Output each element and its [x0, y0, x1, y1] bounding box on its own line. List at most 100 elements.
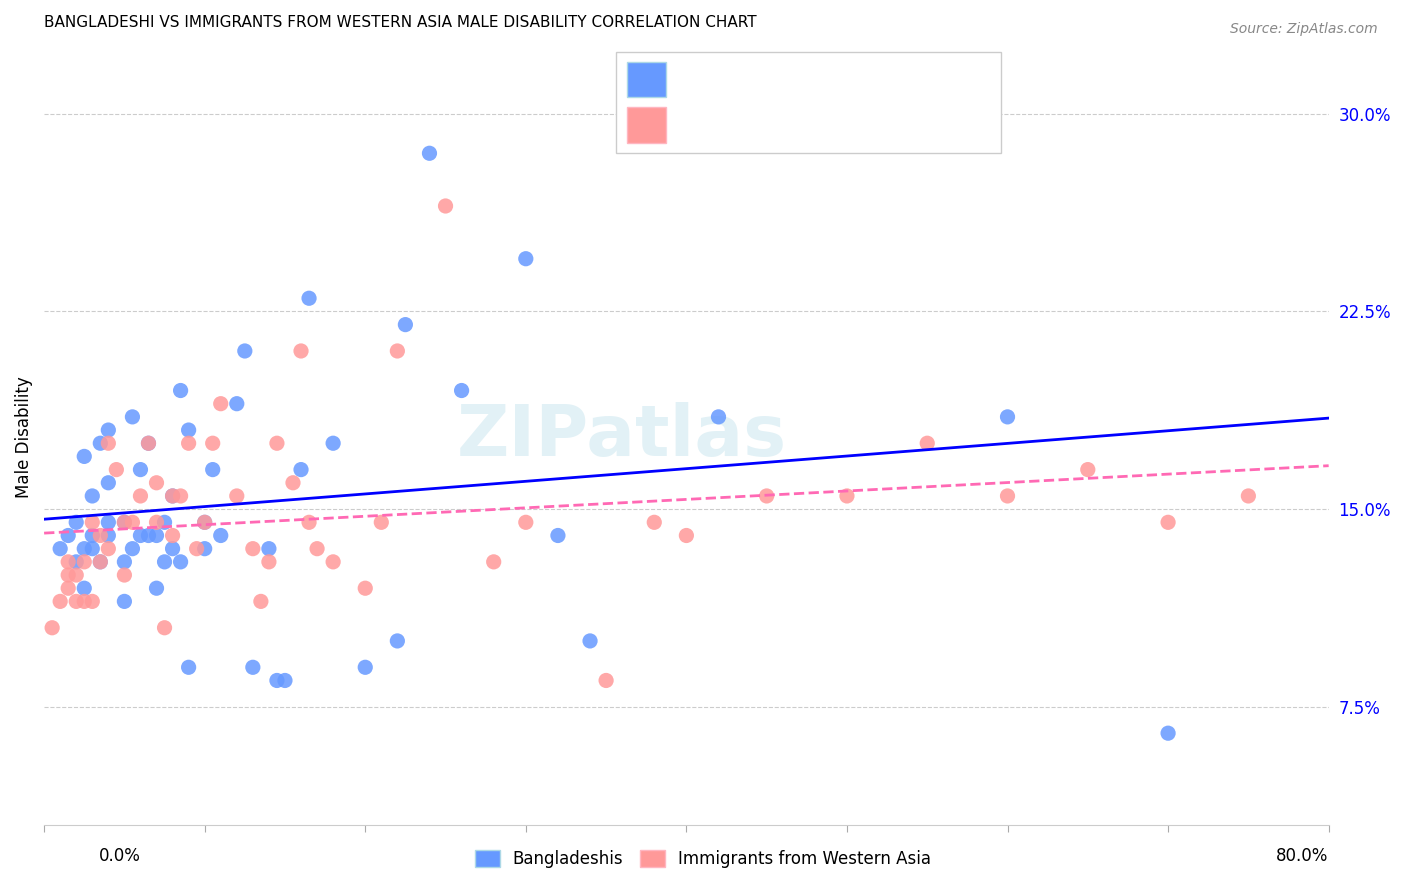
Point	[89, 528, 111, 542]
Point	[298, 516, 321, 530]
Point	[177, 423, 200, 437]
Point	[482, 555, 505, 569]
Point	[322, 436, 344, 450]
Point	[434, 199, 457, 213]
Point	[250, 594, 273, 608]
Point	[65, 594, 87, 608]
Point	[274, 673, 297, 688]
Point	[186, 541, 208, 556]
Point	[145, 516, 167, 530]
Text: 0.0%: 0.0%	[98, 847, 141, 865]
Point	[370, 516, 392, 530]
Point	[225, 397, 247, 411]
Point	[169, 489, 191, 503]
Point	[112, 594, 135, 608]
Text: ZIPatlas: ZIPatlas	[457, 402, 787, 471]
Point	[121, 409, 143, 424]
Point	[997, 409, 1019, 424]
Point	[298, 291, 321, 305]
Point	[153, 621, 176, 635]
Point	[145, 475, 167, 490]
Point	[153, 516, 176, 530]
Point	[82, 516, 104, 530]
Point	[418, 146, 440, 161]
Point	[129, 528, 152, 542]
Point	[58, 528, 80, 542]
Point	[112, 516, 135, 530]
Point	[547, 528, 569, 542]
Point	[65, 555, 87, 569]
Point	[515, 516, 537, 530]
Point	[257, 541, 280, 556]
Point	[707, 409, 730, 424]
Point	[1077, 462, 1099, 476]
Point	[169, 384, 191, 398]
Point	[290, 343, 312, 358]
Point	[1157, 726, 1180, 740]
Point	[129, 462, 152, 476]
Point	[675, 528, 697, 542]
Point	[307, 541, 329, 556]
Point	[105, 462, 128, 476]
Point	[354, 581, 377, 595]
Point	[73, 450, 96, 464]
Point	[194, 516, 217, 530]
Point	[755, 489, 778, 503]
Point	[387, 343, 409, 358]
Point	[290, 462, 312, 476]
Point	[162, 489, 184, 503]
Point	[73, 581, 96, 595]
Point	[97, 516, 120, 530]
Point	[65, 516, 87, 530]
Point	[1157, 516, 1180, 530]
Point	[138, 436, 160, 450]
Point	[112, 555, 135, 569]
Point	[266, 436, 288, 450]
Point	[233, 343, 256, 358]
Point	[242, 660, 264, 674]
Point	[58, 581, 80, 595]
Point	[145, 581, 167, 595]
Point	[225, 489, 247, 503]
Point	[145, 528, 167, 542]
Point	[138, 528, 160, 542]
Point	[82, 594, 104, 608]
Point	[73, 594, 96, 608]
Point	[89, 555, 111, 569]
Point	[97, 541, 120, 556]
Point	[209, 397, 232, 411]
Point	[177, 660, 200, 674]
Point	[643, 516, 665, 530]
Point	[82, 528, 104, 542]
Point	[194, 516, 217, 530]
Point	[835, 489, 858, 503]
Point	[579, 634, 602, 648]
Point	[1237, 489, 1260, 503]
Point	[194, 541, 217, 556]
Point	[281, 475, 304, 490]
Point	[209, 528, 232, 542]
Point	[242, 541, 264, 556]
Text: BANGLADESHI VS IMMIGRANTS FROM WESTERN ASIA MALE DISABILITY CORRELATION CHART: BANGLADESHI VS IMMIGRANTS FROM WESTERN A…	[44, 15, 756, 30]
Point	[257, 555, 280, 569]
Point	[89, 436, 111, 450]
Point	[112, 516, 135, 530]
Point	[915, 436, 938, 450]
Point	[82, 489, 104, 503]
Point	[121, 541, 143, 556]
Point	[65, 568, 87, 582]
Point	[387, 634, 409, 648]
Point	[354, 660, 377, 674]
Point	[121, 516, 143, 530]
Legend: Bangladeshis, Immigrants from Western Asia: Bangladeshis, Immigrants from Western As…	[468, 843, 938, 875]
Point	[41, 621, 63, 635]
Point	[266, 673, 288, 688]
Point	[58, 568, 80, 582]
Point	[595, 673, 617, 688]
Point	[153, 555, 176, 569]
Point	[73, 541, 96, 556]
Point	[997, 489, 1019, 503]
Point	[177, 436, 200, 450]
Point	[97, 423, 120, 437]
Point	[58, 555, 80, 569]
